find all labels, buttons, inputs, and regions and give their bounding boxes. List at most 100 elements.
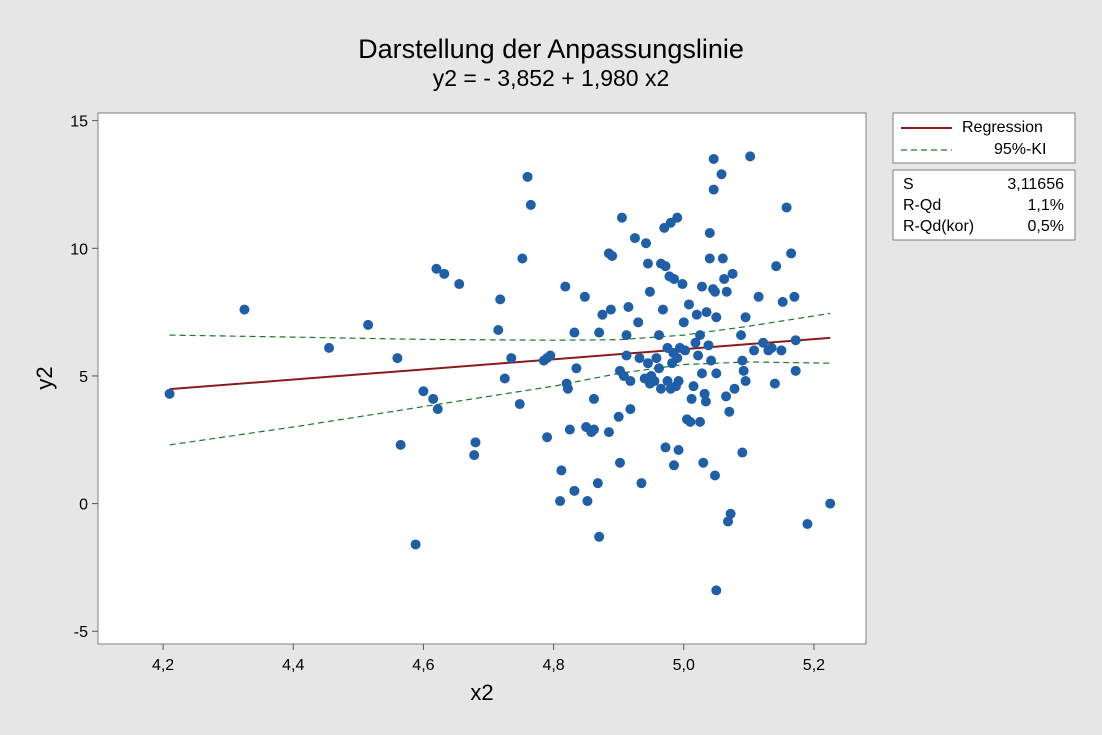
y-tick-label: 10 — [70, 241, 88, 258]
data-point — [597, 309, 608, 320]
data-point — [239, 304, 250, 315]
data-point — [781, 202, 792, 213]
data-point — [564, 424, 575, 435]
data-point — [677, 279, 688, 290]
data-point — [696, 368, 707, 379]
y-tick-label: 15 — [70, 114, 88, 131]
data-point — [641, 238, 652, 249]
y-tick-label: 0 — [79, 497, 88, 514]
data-point — [769, 378, 780, 389]
data-point — [525, 199, 536, 210]
stats-box-frame — [892, 169, 1076, 241]
data-point — [392, 353, 403, 364]
legend-regression-label: Regression — [962, 119, 1043, 136]
data-point — [432, 404, 443, 415]
data-point — [644, 286, 655, 297]
data-point — [662, 376, 673, 387]
data-point — [623, 302, 634, 313]
data-point — [469, 450, 480, 461]
stats-box: S 3,11656 R-Qd 1,1% R-Qd(kor) 0,5% — [892, 169, 1076, 241]
legend: Regression 95%-KI — [892, 112, 1076, 164]
data-point — [790, 365, 801, 376]
data-point — [706, 355, 717, 366]
data-point — [766, 342, 777, 353]
data-point — [431, 263, 442, 274]
data-point — [603, 427, 614, 438]
data-point — [672, 353, 683, 364]
data-point — [711, 585, 722, 596]
data-point — [607, 250, 618, 261]
data-point — [439, 268, 450, 279]
data-point — [701, 307, 712, 318]
data-point — [745, 151, 756, 162]
y-axis: -5 0 5 10 15 — [70, 114, 98, 641]
data-point — [717, 253, 728, 264]
data-point — [721, 391, 732, 402]
y-axis-label: y2 — [32, 366, 57, 389]
data-point — [825, 498, 836, 509]
data-point — [686, 393, 697, 404]
legend-box — [892, 112, 1076, 164]
data-point — [470, 437, 481, 448]
data-point — [786, 248, 797, 259]
data-point — [649, 376, 660, 387]
data-point — [685, 416, 696, 427]
data-point — [690, 337, 701, 348]
data-point — [594, 531, 605, 542]
data-point — [708, 153, 719, 164]
data-point — [164, 388, 175, 399]
data-point — [363, 319, 374, 330]
data-point — [758, 337, 769, 348]
data-point — [395, 439, 406, 450]
stats-label-s: S — [903, 176, 914, 193]
data-point — [660, 442, 671, 453]
data-point — [695, 416, 706, 427]
data-point — [693, 350, 704, 361]
ci-upper-line — [169, 312, 831, 341]
stats-value-rqd: 1,1% — [1028, 197, 1064, 214]
data-point — [410, 539, 421, 550]
stats-value-s: 3,11656 — [1007, 176, 1064, 193]
legend-ci-label: 95%-KI — [994, 141, 1046, 158]
stats-label-rqd-kor: R-Qd(kor) — [903, 218, 974, 235]
data-point — [324, 342, 335, 353]
data-point — [594, 327, 605, 338]
data-point — [655, 383, 666, 394]
data-point — [621, 330, 632, 341]
data-point — [802, 519, 813, 530]
data-point — [517, 253, 528, 264]
data-point — [499, 373, 510, 384]
y-tick-label: -5 — [74, 624, 88, 641]
data-point — [789, 291, 800, 302]
data-point — [588, 424, 599, 435]
data-point — [614, 457, 625, 468]
data-point — [545, 350, 556, 361]
data-point — [642, 258, 653, 269]
regression-line — [169, 336, 831, 391]
y-tick-label: 5 — [79, 369, 88, 386]
data-point — [673, 444, 684, 455]
chart-subtitle: y2 = - 3,852 + 1,980 x2 — [433, 65, 670, 91]
data-point — [654, 330, 665, 341]
data-point — [704, 253, 715, 264]
data-point — [704, 227, 715, 238]
data-point — [428, 393, 439, 404]
data-point — [616, 212, 627, 223]
data-point — [633, 317, 644, 328]
data-point — [740, 376, 751, 387]
data-point — [634, 353, 645, 364]
data-point — [719, 273, 730, 284]
plot-content — [164, 151, 836, 596]
plot-area — [97, 112, 867, 645]
x-tick-label: 5,0 — [673, 657, 695, 674]
data-point — [723, 516, 734, 527]
data-point — [621, 350, 632, 361]
data-point — [688, 381, 699, 392]
data-point — [680, 345, 691, 356]
data-point — [776, 345, 787, 356]
data-point — [678, 317, 689, 328]
data-point — [669, 273, 679, 284]
data-point — [556, 465, 567, 476]
data-point — [562, 383, 573, 394]
data-point — [711, 312, 722, 323]
